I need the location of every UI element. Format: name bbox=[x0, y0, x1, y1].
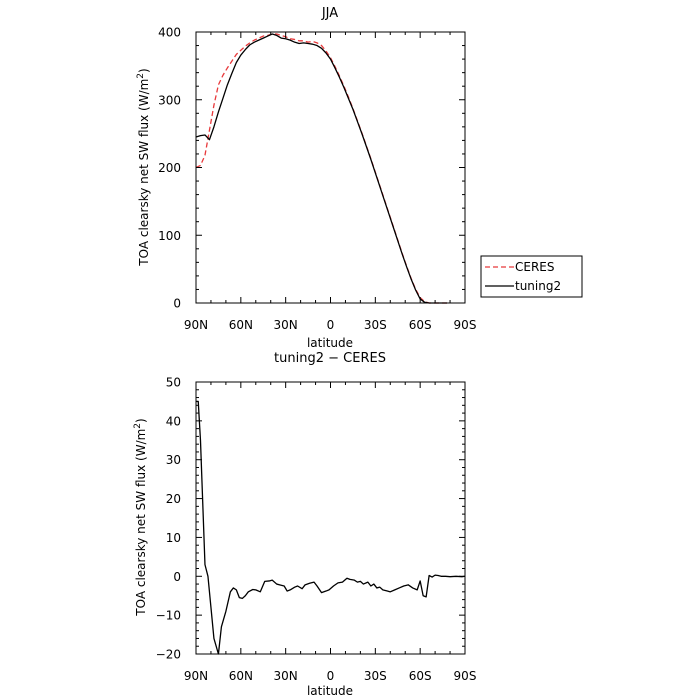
x-tick-label: 30S bbox=[364, 318, 387, 332]
y-axis-title-close: ) bbox=[137, 68, 151, 73]
y-tick-label: 400 bbox=[158, 26, 181, 40]
x-tick-label: 90S bbox=[454, 318, 477, 332]
y-tick-label: 300 bbox=[158, 93, 181, 107]
chart-title: JJA bbox=[321, 6, 338, 21]
x-tick-label: 60S bbox=[409, 318, 432, 332]
plot-lines bbox=[196, 400, 466, 655]
y-axis-title-main: TOA clearsky net SW flux (W/m bbox=[137, 79, 151, 267]
y-tick-label: 200 bbox=[158, 161, 181, 175]
y-axis-title: TOA clearsky net SW flux (W/m2) bbox=[136, 68, 151, 266]
legend-label-tuning2: tuning2 bbox=[515, 279, 561, 293]
series-line-ceres bbox=[195, 33, 448, 304]
y-axis-title-close: ) bbox=[134, 418, 148, 423]
x-tick-label: 90N bbox=[184, 669, 208, 683]
x-tick-label: 60N bbox=[229, 318, 253, 332]
axis-ticks bbox=[195, 31, 466, 304]
y-axis-title-superscript: 2 bbox=[136, 73, 146, 79]
y-tick-label: 100 bbox=[158, 229, 181, 243]
x-tick-label: 90S bbox=[454, 669, 477, 683]
y-axis-title-main: TOA clearsky net SW flux (W/m bbox=[134, 429, 148, 617]
tick-labels: 90N 60N 30N 0 30S 60S 90S 0 100 200 300 400 bbox=[158, 26, 476, 333]
series-line-tuning2 bbox=[195, 33, 448, 304]
tick-labels: 90N 60N 30N 0 30S 60S 90S −20 −10 0 10 20 30 40 50 bbox=[156, 376, 477, 684]
x-tick-label: 30N bbox=[274, 318, 298, 332]
x-axis-title: latitude bbox=[307, 684, 353, 698]
chart-title: tuning2 − CERES bbox=[274, 351, 386, 366]
y-tick-label: 0 bbox=[173, 297, 181, 311]
y-tick-label: 40 bbox=[166, 414, 181, 428]
legend: CERES tuning2 bbox=[480, 255, 583, 298]
y-tick-label: −10 bbox=[156, 609, 181, 623]
y-tick-label: −20 bbox=[156, 648, 181, 662]
y-tick-label: 30 bbox=[166, 453, 181, 467]
axis-ticks bbox=[195, 381, 466, 655]
x-tick-label: 30S bbox=[364, 669, 387, 683]
y-tick-label: 20 bbox=[166, 492, 181, 506]
chart-jja: JJA 90N 60N 30N 0 30S 60S 90S 0 100 200 300 400 lat… bbox=[136, 6, 583, 350]
x-tick-label: 0 bbox=[327, 318, 335, 332]
x-tick-label: 0 bbox=[327, 669, 335, 683]
y-tick-label: 10 bbox=[166, 531, 181, 545]
series-line-tuning2-ceres bbox=[196, 400, 466, 655]
plot-frame bbox=[195, 31, 466, 304]
legend-label-ceres: CERES bbox=[515, 260, 555, 274]
y-tick-label: 50 bbox=[166, 376, 181, 390]
x-tick-label: 90N bbox=[184, 318, 208, 332]
y-axis-title: TOA clearsky net SW flux (W/m2) bbox=[133, 418, 148, 616]
chart-difference: tuning2 − CERES 90N 60N 30N 0 30S 60S 90S −20 −1… bbox=[133, 351, 476, 698]
x-tick-label: 60S bbox=[409, 669, 432, 683]
plot-frame bbox=[195, 381, 466, 655]
x-tick-label: 30N bbox=[274, 669, 298, 683]
legend-box bbox=[480, 255, 583, 298]
y-axis-title-superscript: 2 bbox=[133, 423, 143, 429]
x-tick-label: 60N bbox=[229, 669, 253, 683]
plot-lines bbox=[195, 33, 448, 304]
y-tick-label: 0 bbox=[173, 570, 181, 584]
x-axis-title: latitude bbox=[307, 336, 353, 350]
